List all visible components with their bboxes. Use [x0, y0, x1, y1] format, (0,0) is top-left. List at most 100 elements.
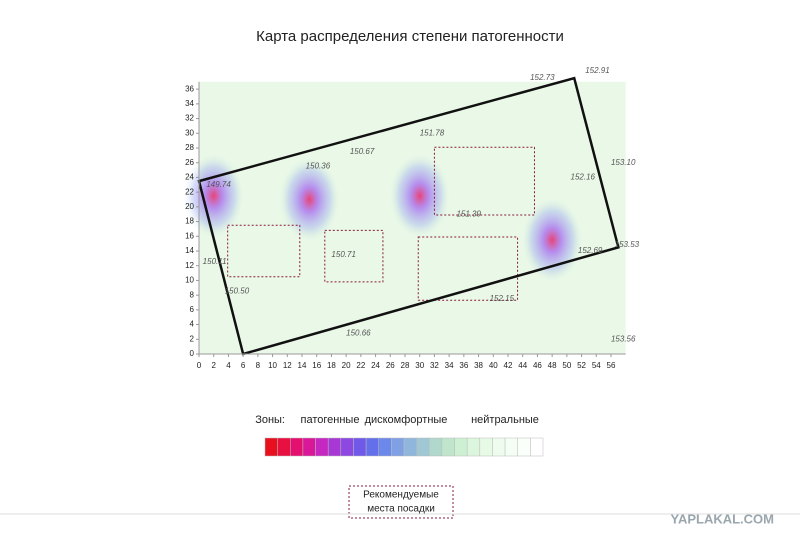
- elevation-label: 150.11: [203, 257, 227, 266]
- elevation-label: 152.69: [578, 246, 603, 255]
- x-tick-label: 22: [356, 361, 365, 370]
- scale-swatch: [504, 437, 518, 457]
- x-tick-label: 16: [312, 361, 321, 370]
- y-tick-label: 14: [185, 246, 194, 255]
- x-tick-label: 20: [342, 361, 351, 370]
- x-tick-label: 38: [474, 361, 483, 370]
- hotspot: [279, 157, 340, 242]
- y-tick-label: 0: [190, 349, 195, 358]
- scale-swatch: [340, 437, 354, 457]
- x-tick-label: 50: [562, 361, 571, 370]
- x-tick-label: 46: [533, 361, 542, 370]
- scale-swatch: [416, 437, 430, 457]
- scale-swatch: [365, 437, 379, 457]
- scale-swatch: [277, 437, 291, 457]
- y-tick-label: 34: [185, 99, 194, 108]
- y-tick-label: 30: [185, 128, 194, 137]
- y-tick-label: 4: [190, 320, 195, 329]
- scale-swatch: [466, 437, 481, 457]
- elevation-label: 152.15: [490, 294, 515, 303]
- x-tick-label: 36: [459, 361, 468, 370]
- scale-swatch: [264, 437, 278, 457]
- x-tick-label: 2: [211, 361, 216, 370]
- x-tick-label: 52: [577, 361, 586, 370]
- x-tick-label: 12: [283, 361, 292, 370]
- x-tick-label: 8: [256, 361, 261, 370]
- field-outline: [197, 76, 620, 356]
- elevation-label: 151.78: [420, 128, 445, 137]
- y-tick-label: 28: [185, 143, 194, 152]
- x-tick-label: 24: [371, 361, 380, 370]
- scale-swatch: [517, 437, 531, 457]
- zones-title: Зоны:: [255, 414, 285, 426]
- y-tick-label: 2: [190, 334, 195, 343]
- y-tick-label: 6: [190, 305, 195, 314]
- y-tick-label: 20: [185, 202, 194, 211]
- elevation-label: 150.36: [306, 162, 331, 171]
- scale-swatch: [454, 437, 468, 457]
- y-tick-label: 26: [185, 158, 194, 167]
- scale-swatch: [530, 437, 544, 457]
- planting-area: [433, 146, 535, 216]
- hotspot: [522, 197, 583, 282]
- elevation-label: 150.50: [225, 287, 250, 296]
- scale-swatch: [290, 437, 304, 457]
- x-tick-label: 0: [197, 361, 202, 370]
- scale-swatch: [327, 437, 342, 457]
- elevation-label: 152.91: [585, 66, 609, 75]
- x-tick-label: 42: [504, 361, 513, 370]
- scale-swatch: [302, 437, 316, 457]
- y-tick-label: 10: [185, 276, 194, 285]
- scale-swatch: [429, 437, 443, 457]
- x-tick-label: 30: [415, 361, 424, 370]
- elevation-label: 153.56: [611, 334, 636, 343]
- watermark: YAPLAKAL.COM: [670, 511, 774, 526]
- planting-legend-line: Рекомендуемые: [363, 490, 439, 501]
- x-tick-label: 6: [241, 361, 246, 370]
- scale-swatch: [479, 437, 493, 457]
- planting-area: [227, 224, 301, 278]
- x-tick-label: 54: [592, 361, 601, 370]
- x-tick-label: 10: [268, 361, 277, 370]
- y-tick-label: 22: [185, 187, 194, 196]
- elevation-label: 153.53: [615, 240, 640, 249]
- planting-area: [324, 229, 384, 283]
- x-tick-label: 28: [401, 361, 410, 370]
- zone-label: дискомфортные: [365, 414, 448, 426]
- x-tick-label: 32: [430, 361, 439, 370]
- y-tick-label: 36: [185, 84, 194, 93]
- x-tick-label: 44: [518, 361, 527, 370]
- zone-label: нейтральные: [471, 414, 539, 426]
- y-tick-label: 16: [185, 231, 194, 240]
- elevation-label: 150.71: [331, 250, 355, 259]
- y-tick-label: 32: [185, 114, 194, 123]
- x-tick-label: 26: [386, 361, 395, 370]
- y-tick-label: 24: [185, 173, 194, 182]
- x-tick-label: 48: [548, 361, 557, 370]
- elevation-label: 152.16: [571, 173, 596, 182]
- x-tick-label: 14: [298, 361, 307, 370]
- elevation-label: 150.67: [350, 147, 375, 156]
- x-tick-label: 18: [327, 361, 336, 370]
- planting-area: [417, 236, 519, 301]
- planting-legend-line: места посадки: [367, 504, 435, 515]
- elevation-label: 151.39: [456, 209, 481, 218]
- elevation-label: 150.66: [346, 329, 371, 338]
- title: Карта распределения степени патогенности: [256, 28, 564, 45]
- scale-swatch: [353, 437, 367, 457]
- scale-swatch: [403, 437, 417, 457]
- scale-swatch: [391, 437, 405, 457]
- planting-legend-box: [348, 485, 454, 519]
- y-tick-label: 8: [190, 290, 195, 299]
- elevation-label: 152.73: [530, 73, 555, 82]
- x-tick-label: 56: [607, 361, 616, 370]
- elevation-label: 149.74: [206, 180, 231, 189]
- x-tick-label: 34: [445, 361, 454, 370]
- zone-label: патогенные: [301, 414, 360, 426]
- elevation-label: 153.10: [611, 158, 636, 167]
- y-tick-label: 18: [185, 217, 194, 226]
- scale-swatch: [441, 437, 455, 457]
- x-tick-label: 4: [226, 361, 231, 370]
